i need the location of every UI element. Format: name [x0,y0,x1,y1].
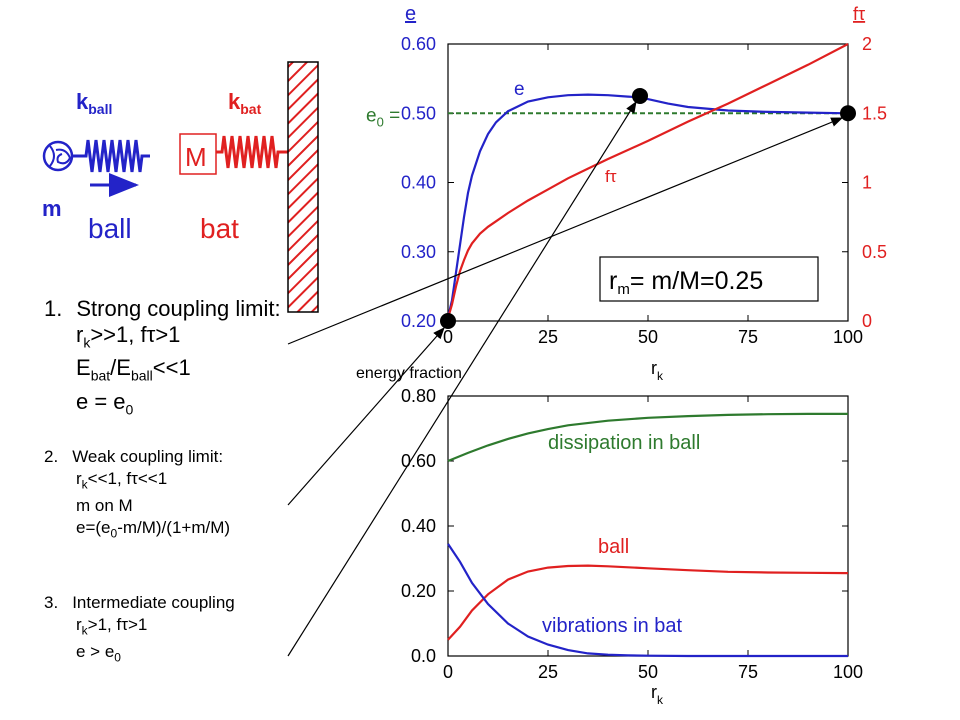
item1-energy-ratio: Ebat/Eball<<1 [76,355,191,384]
item3-title: Intermediate coupling [72,593,235,612]
list-item-intermediate-coupling: 3. Intermediate coupling rk>1, fτ>1 e > e… [44,592,235,669]
e0-label: e0 = [366,105,400,129]
x-tick-label: 100 [833,662,863,682]
item1-condition: rk>>1, fτ>1 [76,322,181,351]
bat-wall [287,61,319,313]
y-tick-label: 0.20 [401,581,436,601]
pointer-arrows [287,100,844,657]
x-tick-label: 0 [443,662,453,682]
item2-number: 2. [44,447,59,466]
series-line-ftau [446,43,849,319]
chart-top: 0 25 50 75 100 0.20 0.30 0.40 0.50 0.60 0 0.5 1 1.5 2 e… [366,3,887,383]
y-tick-label-left: 0.60 [401,34,436,54]
y-tick-label-left: 0.50 [401,103,436,123]
y-tick-label-right: 0.5 [862,242,887,262]
mass-m-label: m [42,196,62,221]
item3-condition: rk>1, fτ>1 [76,615,148,638]
mass-M-label: M [185,142,207,172]
ball-label: ball [88,213,132,244]
arrow-strong-coupling [287,117,844,345]
x-tick-label: 50 [638,327,658,347]
series-label-ball: ball [598,536,629,558]
series-line-e [446,93,849,318]
y-axis-title: energy fraction [356,365,462,382]
item2-result: e=(e0-m/M)/(1+m/M) [76,518,231,541]
item1-title: Strong coupling limit: [76,296,281,321]
series-label-dissipation: dissipation in ball [548,432,700,454]
ball-spring [72,139,150,173]
annotation-text: rm= m/M=0.25 [609,267,763,298]
y-tick-label: 0.40 [401,516,436,536]
bat-spring [216,135,288,169]
y-tick-label: 0.60 [401,451,436,471]
chart-bottom: 0 25 50 75 100 0.0 0.20 0.40 0.60 0.80 energy frac… [356,365,863,707]
item1-result: e = e0 [76,388,134,418]
item2-condition: rk<<1, fτ<<1 [76,469,168,492]
y-tick-label-right: 0 [862,311,872,331]
series-line-vibrations [447,543,848,658]
x-tick-label: 25 [538,327,558,347]
data-marker [632,87,648,104]
ball-bat-diagram: kball kbat M m ball bat [42,61,319,313]
item3-result: e > e0 [76,642,121,665]
arrow-intermediate-coupling [287,100,637,657]
x-tick-label: 50 [638,662,658,682]
series-label-e: e [514,79,525,100]
x-tick-label: 0 [443,327,453,347]
data-marker [840,105,856,122]
y-tick-label-left: 0.40 [401,173,436,193]
k-ball-label: kball [76,89,112,117]
y-axis-title-right: fτ [853,4,865,24]
list-item-weak-coupling: 2. Weak coupling limit: rk<<1, fτ<<1 m on… [44,446,230,545]
arrow-weak-coupling [287,327,445,506]
y-tick-label: 0.80 [401,386,436,406]
item3-number: 3. [44,593,59,612]
data-marker [440,313,456,329]
k-bat-label: kbat [228,89,262,117]
y-tick-label-right: 2 [862,34,872,54]
y-tick-label-right: 1 [862,173,872,193]
item1-number: 1. [44,296,63,321]
mass-box [179,133,217,175]
series-label-ftau: fτ [605,167,617,186]
x-tick-label: 25 [538,662,558,682]
item2-description: m on M [76,496,133,516]
x-axis-title: rk [651,358,664,383]
y-tick-label-right: 1.5 [862,103,887,123]
annotation-box [599,256,819,302]
y-axis-title-left: e [405,3,416,25]
series-label-vibrations: vibrations in bat [542,615,683,637]
x-tick-label: 75 [738,327,758,347]
y-tick-label-left: 0.30 [401,242,436,262]
series-line-ball [447,564,849,641]
bat-label: bat [200,213,239,244]
x-axis-title: rk [651,682,664,707]
x-tick-label: 100 [833,327,863,347]
baseball-icon [42,140,74,172]
y-tick-label-left: 0.20 [401,311,436,331]
y-tick-label: 0.0 [411,646,436,666]
list-item-strong-coupling: 1. Strong coupling limit: rk>>1, fτ>1 Eba… [44,296,281,422]
item2-title: Weak coupling limit: [72,447,224,466]
series-line-dissipation [447,412,848,463]
x-tick-label: 75 [738,662,758,682]
